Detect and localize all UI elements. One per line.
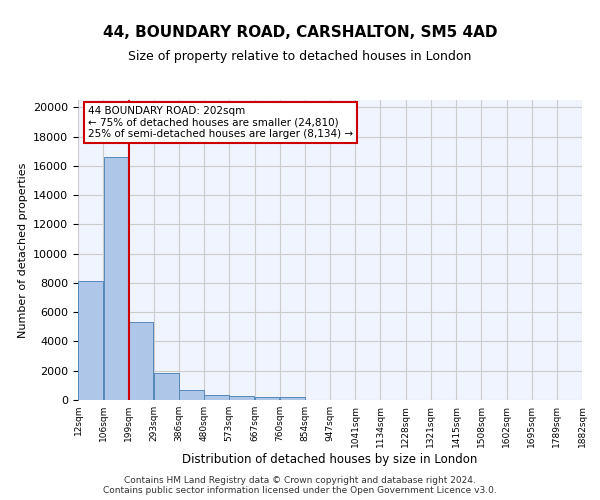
Bar [205,394,229,400]
Bar [154,373,179,400]
Text: Contains HM Land Registry data © Crown copyright and database right 2024.
Contai: Contains HM Land Registry data © Crown c… [103,476,497,495]
Bar [280,397,305,400]
Bar [78,282,103,400]
Bar [128,322,154,400]
Text: 44 BOUNDARY ROAD: 202sqm
← 75% of detached houses are smaller (24,810)
25% of se: 44 BOUNDARY ROAD: 202sqm ← 75% of detach… [88,106,353,139]
Bar [255,396,280,400]
Text: Size of property relative to detached houses in London: Size of property relative to detached ho… [128,50,472,63]
Text: 44, BOUNDARY ROAD, CARSHALTON, SM5 4AD: 44, BOUNDARY ROAD, CARSHALTON, SM5 4AD [103,25,497,40]
Y-axis label: Number of detached properties: Number of detached properties [17,162,28,338]
Bar [179,390,204,400]
Bar [104,157,128,400]
Bar [229,396,254,400]
X-axis label: Distribution of detached houses by size in London: Distribution of detached houses by size … [182,452,478,466]
